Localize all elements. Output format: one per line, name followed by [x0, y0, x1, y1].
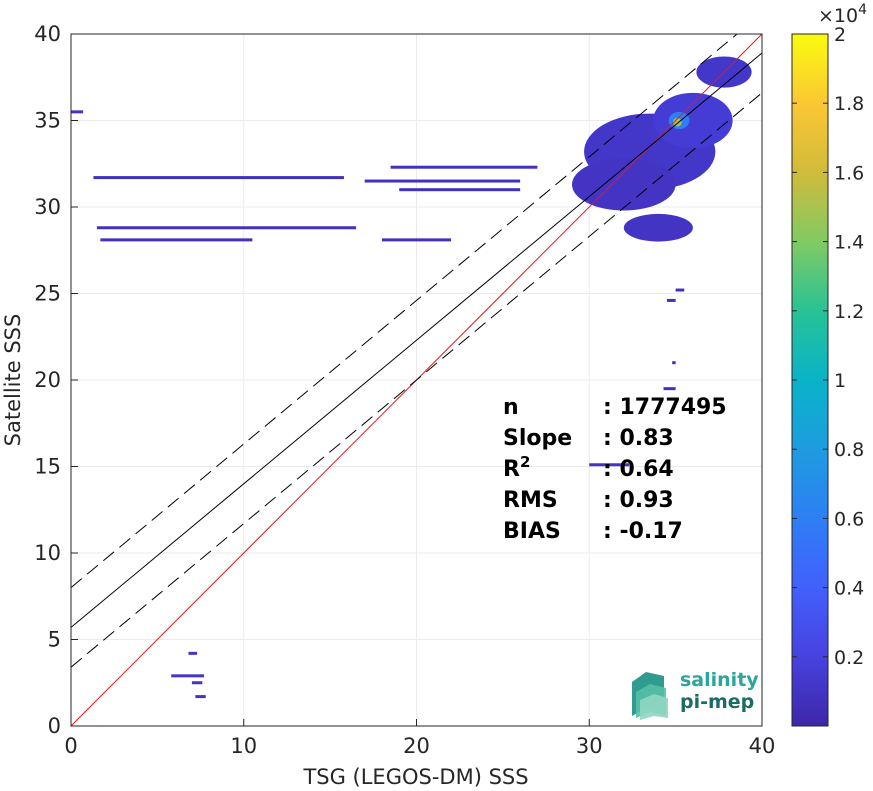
- density-segment: [171, 674, 205, 678]
- density-cloud: [71, 56, 752, 699]
- stat-value: : 0.64: [603, 457, 674, 482]
- lower-bound-line: [71, 92, 762, 668]
- colorbar-tick-label: 0.6: [834, 508, 864, 530]
- density-segment: [666, 298, 676, 302]
- x-tick-label: 0: [64, 734, 77, 758]
- density-segment: [675, 288, 685, 292]
- y-tick-label: 10: [34, 541, 61, 565]
- y-tick-label: 0: [48, 714, 61, 738]
- colorbar-tick-label: 2: [834, 24, 846, 46]
- y-tick-label: 20: [34, 368, 61, 392]
- stat-label-superscript: 2: [520, 453, 530, 471]
- colorbar-tick-label: 0.2: [834, 647, 864, 669]
- upper-bound-line: [71, 34, 738, 588]
- stat-value: : 0.93: [603, 488, 674, 513]
- reference-lines: [71, 34, 762, 726]
- colorbar-tick-label: 1.8: [834, 93, 864, 115]
- colorbar-tick-label: 1: [834, 370, 846, 392]
- density-blob: [623, 213, 693, 242]
- x-tick-label: 30: [576, 734, 603, 758]
- x-axis-ticks: 0 10 20 30 40: [64, 719, 775, 758]
- colorbar-tick-label: 0.4: [834, 578, 864, 600]
- colorbar-tick-label: 1.6: [834, 162, 864, 184]
- salinity-pimep-logo: salinity pi-mep: [632, 669, 759, 720]
- y-axis-label: Satellite SSS: [1, 314, 25, 447]
- density-blob: [673, 117, 682, 127]
- density-blob: [571, 158, 676, 211]
- density-segment: [71, 110, 84, 114]
- y-tick-label: 40: [34, 22, 61, 46]
- y-tick-label: 15: [34, 455, 61, 479]
- colorbar-ticks: 0.2 0.4 0.6 0.8 1 1.2 1.4 1.6 1.8 2: [792, 24, 864, 669]
- stat-value: : -0.17: [603, 519, 683, 544]
- y-tick-label: 30: [34, 195, 61, 219]
- y-tick-label: 5: [48, 628, 61, 652]
- density-segment: [672, 361, 676, 365]
- density-segment: [195, 695, 206, 699]
- colorbar-exponent: ×104: [818, 2, 867, 27]
- density-segment: [96, 226, 357, 230]
- logo-text-salinity: salinity: [680, 669, 759, 691]
- density-segment: [188, 651, 198, 655]
- wave-logo-icon: [632, 672, 668, 720]
- stat-label: BIAS: [503, 519, 561, 544]
- x-tick-label: 40: [749, 734, 776, 758]
- x-axis-label: TSG (LEGOS-DM) SSS: [302, 765, 528, 789]
- stat-label: Slope: [503, 426, 572, 451]
- density-segment: [589, 463, 629, 467]
- density-blob: [653, 92, 733, 149]
- density-segment: [191, 681, 203, 685]
- x-tick-label: 10: [230, 734, 257, 758]
- density-segment: [390, 165, 538, 169]
- x-tick-label: 20: [403, 734, 430, 758]
- density-segment: [93, 176, 344, 180]
- density-segment: [399, 188, 521, 192]
- regression-line: [71, 52, 762, 628]
- colorbar-tick-label: 1.2: [834, 301, 864, 323]
- stat-value: : 1777495: [603, 395, 727, 420]
- stat-value: : 0.83: [603, 426, 674, 451]
- logo-text-pimep: pi-mep: [680, 691, 754, 713]
- density-segment: [381, 238, 452, 242]
- density-segment: [100, 238, 253, 242]
- colorbar: [792, 34, 828, 726]
- colorbar-tick-label: 0.8: [834, 439, 864, 461]
- colorbar-tick-label: 1.4: [834, 232, 864, 254]
- stat-label: n: [503, 395, 519, 420]
- density-segment: [663, 387, 676, 391]
- stat-label: RMS: [503, 488, 558, 513]
- density-segment: [364, 179, 521, 183]
- y-tick-label: 35: [34, 109, 61, 133]
- y-tick-label: 25: [34, 282, 61, 306]
- y-axis-ticks: 0 5 10 15 20 25 30 35 40: [34, 22, 78, 738]
